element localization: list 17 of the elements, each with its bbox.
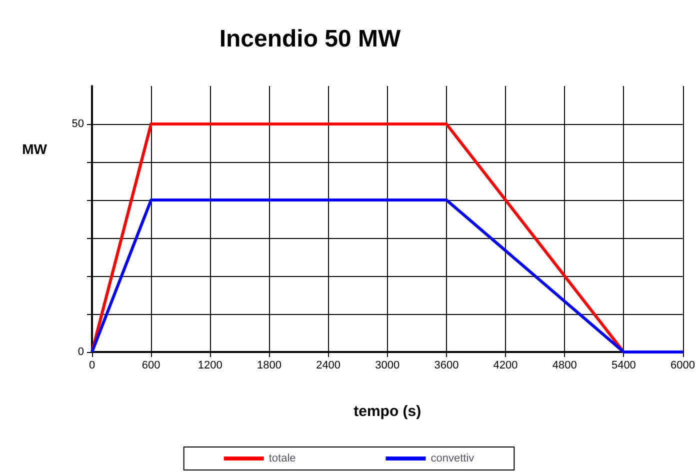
x-tick-label: 1200 bbox=[198, 360, 222, 372]
x-tick-label: 2400 bbox=[316, 360, 341, 372]
x-tick-label: 5400 bbox=[611, 360, 636, 372]
x-tick-label: 3600 bbox=[434, 360, 459, 372]
x-tick-label: 4200 bbox=[493, 360, 518, 372]
x-tick-label: 0 bbox=[88, 360, 96, 372]
x-tick-label: 4800 bbox=[552, 360, 577, 372]
x-tick-label: 6000 bbox=[670, 360, 696, 372]
legend-label: totale bbox=[268, 452, 296, 464]
y-axis-title: MW bbox=[22, 141, 48, 157]
chart-title: Incendio 50 MW bbox=[219, 26, 402, 52]
x-tick-label: 600 bbox=[142, 360, 160, 372]
x-tick-label: 3000 bbox=[375, 360, 400, 372]
x-tick-label: 1800 bbox=[256, 360, 282, 372]
y-tick-label: 50 bbox=[72, 118, 84, 130]
legend-label: convettiv bbox=[430, 452, 475, 464]
x-axis-title: tempo (s) bbox=[354, 403, 422, 420]
